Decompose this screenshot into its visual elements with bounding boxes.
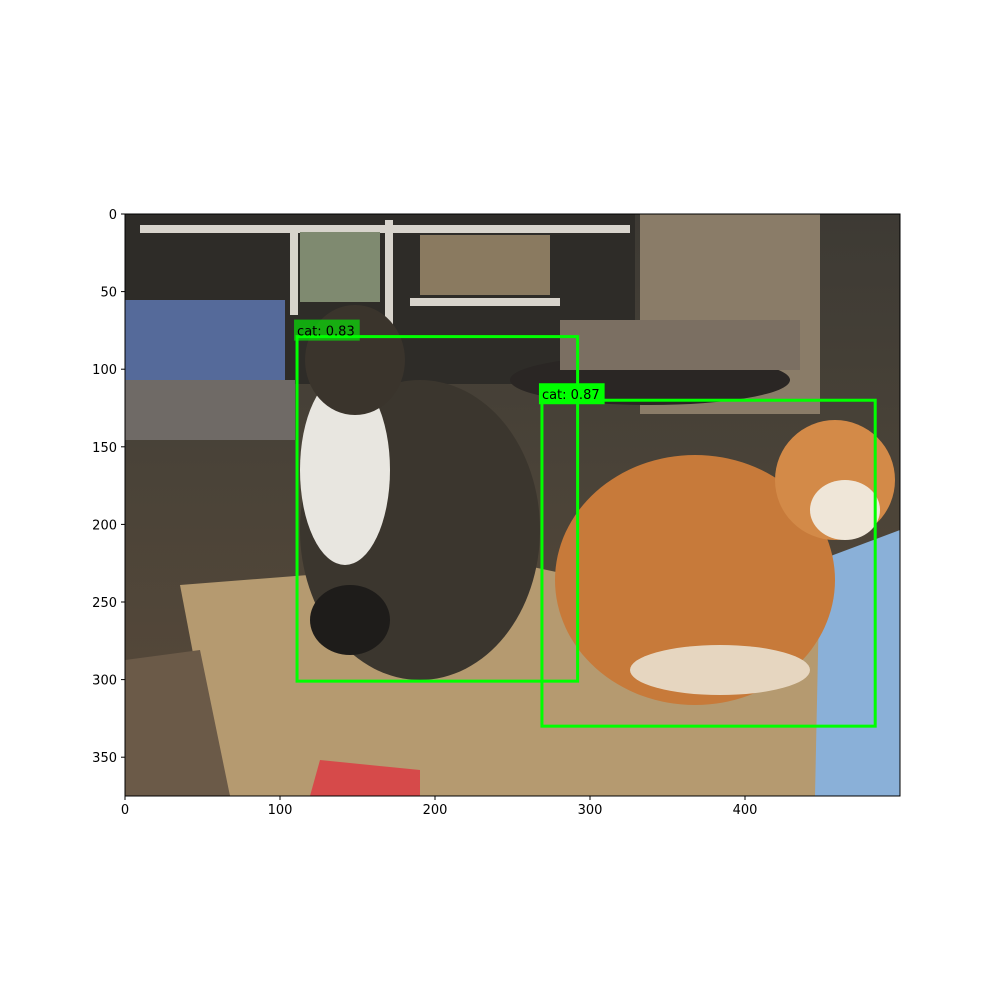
photo [125,214,900,796]
y-tick-label: 350 [92,751,117,766]
axes-frame [124,213,901,797]
axes: 0 100 200 300 400 0 50 100 150 200 250 300 350 [92,208,757,818]
detections: cat: 0.83 cat: 0.87 [294,319,877,728]
box-label: cat: 0.83 [297,325,355,340]
box-label-bg [538,383,605,405]
y-tick-label: 150 [92,441,117,456]
y-tick-label: 300 [92,674,117,689]
bounding-box [540,398,877,728]
x-tick-label: 200 [423,803,448,818]
y-tick-label: 0 [109,208,117,223]
box-label-bg [294,319,360,341]
y-tick-label: 100 [92,363,117,378]
y-tick-label: 250 [92,596,117,611]
bounding-box [295,335,580,683]
box-label: cat: 0.87 [542,388,600,403]
x-tick-label: 100 [268,803,293,818]
x-tick-label: 300 [578,803,603,818]
x-tick-label: 400 [733,803,758,818]
y-tick-label: 200 [92,518,117,533]
x-tick-label: 0 [121,803,129,818]
y-tick-label: 50 [100,286,117,301]
